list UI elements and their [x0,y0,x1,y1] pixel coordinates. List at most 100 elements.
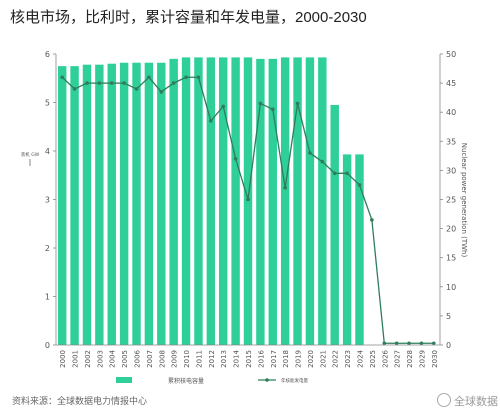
line-point [432,341,436,346]
bar [231,57,240,346]
line-point [295,101,300,106]
bar [181,57,191,346]
right-tick-label: 0 [446,341,451,350]
watermark: 全球数据 [437,393,498,409]
line-point [196,75,201,80]
line-point [209,119,213,123]
bar [318,57,327,346]
bar [95,64,104,346]
legend: 累积核电容量 年核能发电量 [116,377,308,385]
y-right-axis-title: Nuclear power generation (TWh) [460,143,468,258]
line-point [60,75,64,80]
right-tick-label: 10 [446,283,456,292]
bar [107,63,116,345]
bar [293,57,302,346]
left-tick-label: 5 [45,99,50,108]
line-point [122,81,126,85]
line-point [394,341,399,346]
right-tick-label: 45 [446,79,456,88]
bar-series [57,57,364,346]
bar [82,64,92,346]
bar [219,57,228,346]
bar [132,62,141,345]
x-tick-label: 2030 [431,350,439,368]
line-point [382,341,387,346]
bar [268,58,277,345]
bar [57,66,67,346]
line-point [246,197,250,202]
line-point [233,156,238,161]
line-series [60,75,436,346]
x-tick-label: 2006 [134,349,142,367]
x-tick-label: 2021 [319,350,327,368]
line-point [97,81,102,85]
right-tick-label: 25 [446,196,456,205]
bar [342,154,352,345]
left-tick-label: 0 [45,341,50,350]
x-tick-label: 2017 [270,350,278,368]
x-tick-label: 2026 [381,349,389,367]
x-tick-label: 2008 [158,350,166,368]
x-tick-label: 2001 [72,350,80,368]
line-point [184,75,188,80]
left-tick-label: 3 [45,196,50,205]
bar [206,57,216,346]
line-point [407,341,411,346]
line-point [270,107,275,112]
bar [256,58,265,345]
bar [157,62,166,345]
bar [169,58,178,345]
legend-bar-label: 累积核电容量 [168,377,204,385]
x-tick-label: 2018 [282,350,290,368]
x-tick-label: 2005 [121,350,129,368]
x-tick-label: 2020 [307,350,315,368]
chart-title: 核电市场，比利时，累计容量和年发电量，2000-2030 [10,9,367,26]
x-tick-label: 2029 [418,350,426,368]
left-tick-label: 6 [45,50,50,59]
watermark-text: 全球数据 [454,396,498,408]
x-tick-label: 2016 [257,349,265,367]
legend-line-label: 年核能发电量 [281,377,308,384]
line-point [332,171,337,176]
bar [70,66,79,346]
x-tick-label: 2010 [183,350,191,368]
x-tick-label: 2002 [84,350,92,368]
line-point [283,186,287,190]
x-tick-label: 2024 [356,349,364,367]
x-tick-label: 2011 [195,350,203,368]
line-point [357,183,362,187]
right-tick-label: 30 [446,166,456,175]
line-point [159,90,164,94]
right-tick-label: 35 [446,137,456,146]
source-note: 资料来源：全球数据电力情报中心 [12,396,148,406]
x-tick-label: 2014 [233,349,241,367]
bar [119,62,129,345]
left-tick-label: 4 [45,147,50,156]
line-point [258,101,263,106]
line-point [109,81,114,85]
x-tick-label: 2003 [96,350,104,368]
bar [194,57,203,346]
legend-line-marker [265,378,269,382]
x-tick-label: 2027 [394,350,402,368]
y-left-axis-title: 装机 GW [21,151,40,158]
line-point [85,81,89,85]
bar [305,57,315,346]
line-point [171,81,176,85]
right-tick-label: 50 [446,50,456,59]
x-tick-label: 2023 [344,350,352,368]
right-tick-label: 15 [446,254,456,263]
x-tick-label: 2007 [146,350,154,368]
bar [144,62,154,345]
x-tick-label: 2019 [295,350,303,368]
bar [330,104,339,345]
line-point [320,159,325,164]
x-tick-label: 2004 [109,349,117,367]
x-tick-label: 2025 [369,350,377,368]
line-point [147,75,151,80]
right-tick-label: 20 [446,225,456,234]
x-tick-label: 2012 [208,350,216,368]
line-point [72,87,77,91]
x-tick-label: 2000 [59,350,67,368]
